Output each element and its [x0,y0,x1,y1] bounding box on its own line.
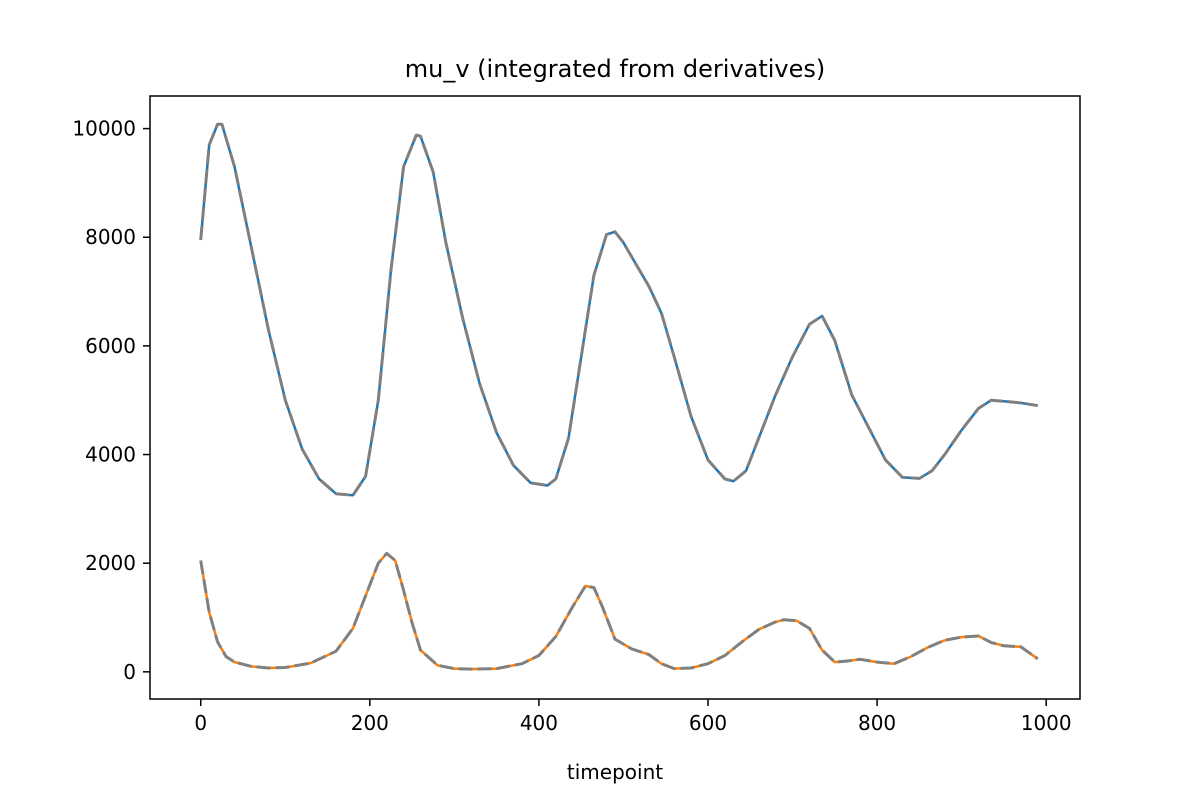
x-tick-label: 200 [351,711,389,735]
series-line-3 [199,551,1039,671]
x-tick-label: 600 [689,711,727,735]
series-line-2 [199,122,1038,497]
x-axis-label: timepoint [567,760,663,784]
x-tick-label: 1000 [1021,711,1072,735]
x-tick-label: 400 [520,711,558,735]
series-layer [199,122,1039,671]
x-tick-label: 800 [858,711,896,735]
plot-frame [149,95,1081,700]
y-axis-ticks: 0 2000 4000 6000 8000 10000 [72,117,150,684]
x-tick-label: 0 [194,711,207,735]
y-tick-label: 8000 [85,225,136,249]
y-tick-label: 6000 [85,334,136,358]
y-tick-label: 2000 [85,551,136,575]
y-tick-label: 4000 [85,443,136,467]
chart-title: mu_v (integrated from derivatives) [405,55,826,83]
y-tick-label: 0 [123,660,136,684]
y-tick-label: 10000 [72,117,136,141]
x-axis-ticks: 0 200 400 600 800 1000 [194,699,1072,735]
